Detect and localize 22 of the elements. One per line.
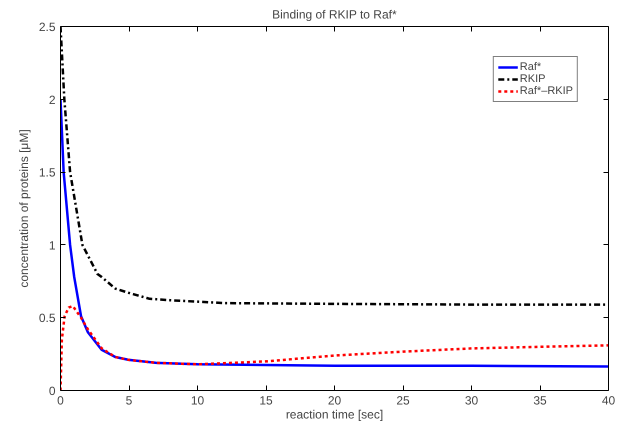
legend-label: Raf* (520, 61, 542, 73)
x-tick-label: 20 (328, 394, 342, 408)
x-tick-label: 0 (57, 394, 64, 408)
legend-label: RKIP (520, 73, 546, 85)
legend-label: Raf*–RKIP (520, 85, 573, 97)
y-tick-label: 2.5 (38, 20, 56, 34)
line-series (60, 98, 608, 368)
y-tick-label: 1.5 (38, 166, 56, 180)
y-tick-label: 2 (48, 92, 56, 107)
y-axis-title: concentration of proteins [μM] (16, 129, 31, 288)
x-axis-title: reaction time [sec] (286, 408, 384, 422)
y-tick-label: 0.5 (38, 311, 56, 326)
x-tick-label: 15 (259, 394, 273, 408)
x-tick-label: 40 (602, 394, 616, 408)
y-tick-label: 1 (48, 238, 56, 252)
x-tick-label: 30 (464, 394, 478, 408)
x-tick-label: 5 (126, 394, 133, 408)
chart-title: Binding of RKIP to Raf* (272, 8, 397, 22)
x-tick-label: 10 (190, 394, 204, 408)
y-tick-label: 0 (48, 384, 56, 398)
x-tick-label: 25 (396, 394, 410, 408)
x-tick-label: 35 (533, 394, 547, 408)
